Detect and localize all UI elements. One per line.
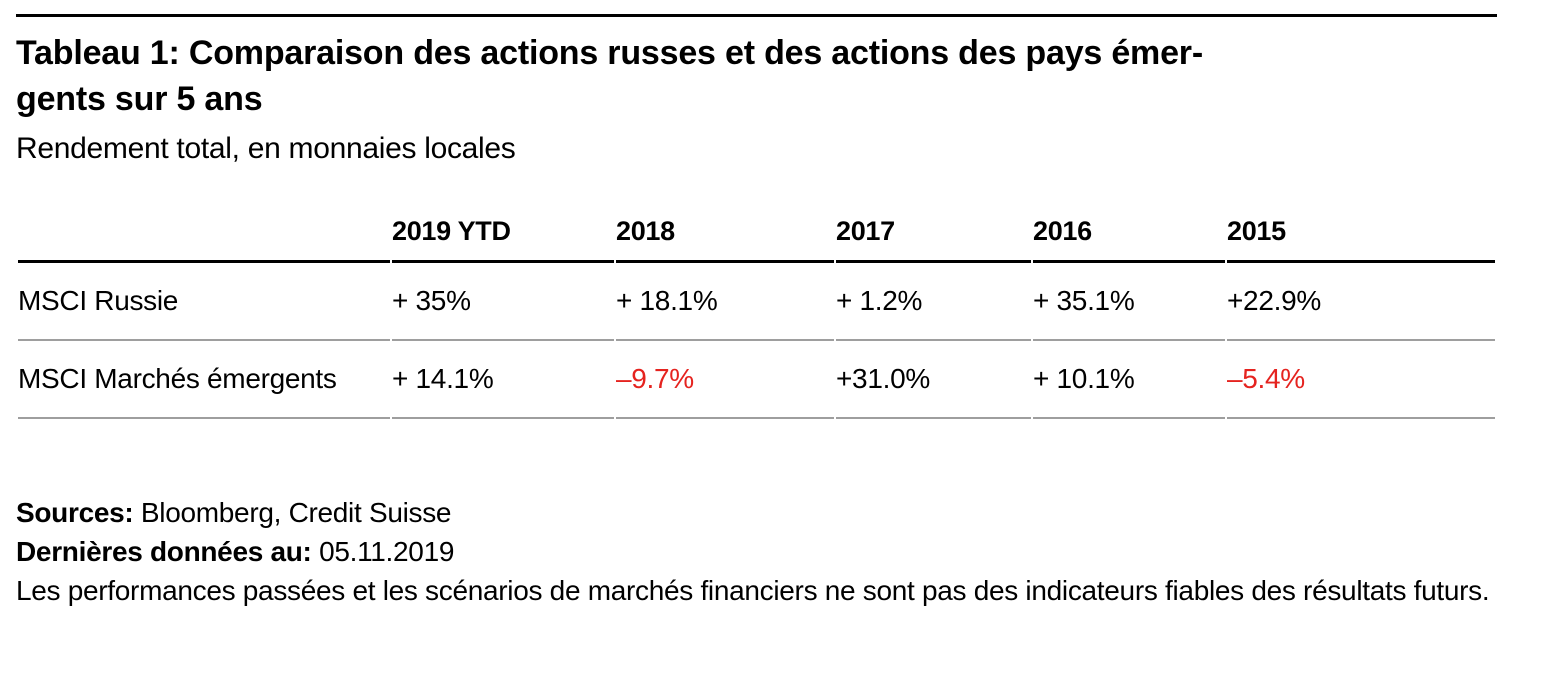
cell-value-negative: –5.4% — [1227, 341, 1495, 419]
table-header-row: 2019 YTD 2018 2017 2016 2015 — [18, 205, 1495, 263]
row-label: MSCI Russie — [18, 263, 390, 341]
cell-value: + 10.1% — [1033, 341, 1225, 419]
table-title-line-1: Tableau 1: Comparaison des actions russe… — [16, 34, 1203, 72]
last-data-label: Dernières données au: — [16, 536, 312, 567]
table-row-msci-marches-emergents: MSCI Marchés émergents + 14.1% –9.7% +31… — [18, 341, 1495, 419]
cell-value-negative: –9.7% — [616, 341, 834, 419]
cell-value: +22.9% — [1227, 263, 1495, 341]
column-header-empty — [18, 205, 390, 263]
column-header-2018: 2018 — [616, 205, 834, 263]
column-header-2016: 2016 — [1033, 205, 1225, 263]
sources-label: Sources: — [16, 497, 134, 528]
table-title-line-2: gents sur 5 ans — [16, 80, 263, 118]
performance-disclaimer: Les performances passées et les scénario… — [16, 575, 1490, 606]
table-subtitle: Rendement total, en monnaies locales — [16, 132, 516, 165]
cell-value: + 18.1% — [616, 263, 834, 341]
last-data-value: 05.11.2019 — [319, 536, 455, 567]
table-row-msci-russie: MSCI Russie + 35% + 18.1% + 1.2% + 35.1%… — [18, 263, 1495, 341]
column-header-2019-ytd: 2019 YTD — [392, 205, 614, 263]
last-data-line: Dernières données au: 05.11.2019 — [16, 532, 1497, 571]
sources-value: Bloomberg, Credit Suisse — [140, 497, 452, 528]
table-figure: Tableau 1: Comparaison des actions russe… — [16, 14, 1497, 610]
cell-value: + 14.1% — [392, 341, 614, 419]
cell-value: + 1.2% — [836, 263, 1031, 341]
cell-value: +31.0% — [836, 341, 1031, 419]
figure-footnotes: Sources: Bloomberg, Credit Suisse Derniè… — [16, 493, 1497, 610]
table-title: Tableau 1: Comparaison des actions russe… — [16, 30, 1497, 122]
row-label: MSCI Marchés émergents — [18, 341, 390, 419]
sources-line: Sources: Bloomberg, Credit Suisse — [16, 493, 1497, 532]
column-header-2017: 2017 — [836, 205, 1031, 263]
cell-value: + 35% — [392, 263, 614, 341]
comparison-table: 2019 YTD 2018 2017 2016 2015 MSCI Russie… — [16, 205, 1497, 419]
column-header-2015: 2015 — [1227, 205, 1495, 263]
cell-value: + 35.1% — [1033, 263, 1225, 341]
